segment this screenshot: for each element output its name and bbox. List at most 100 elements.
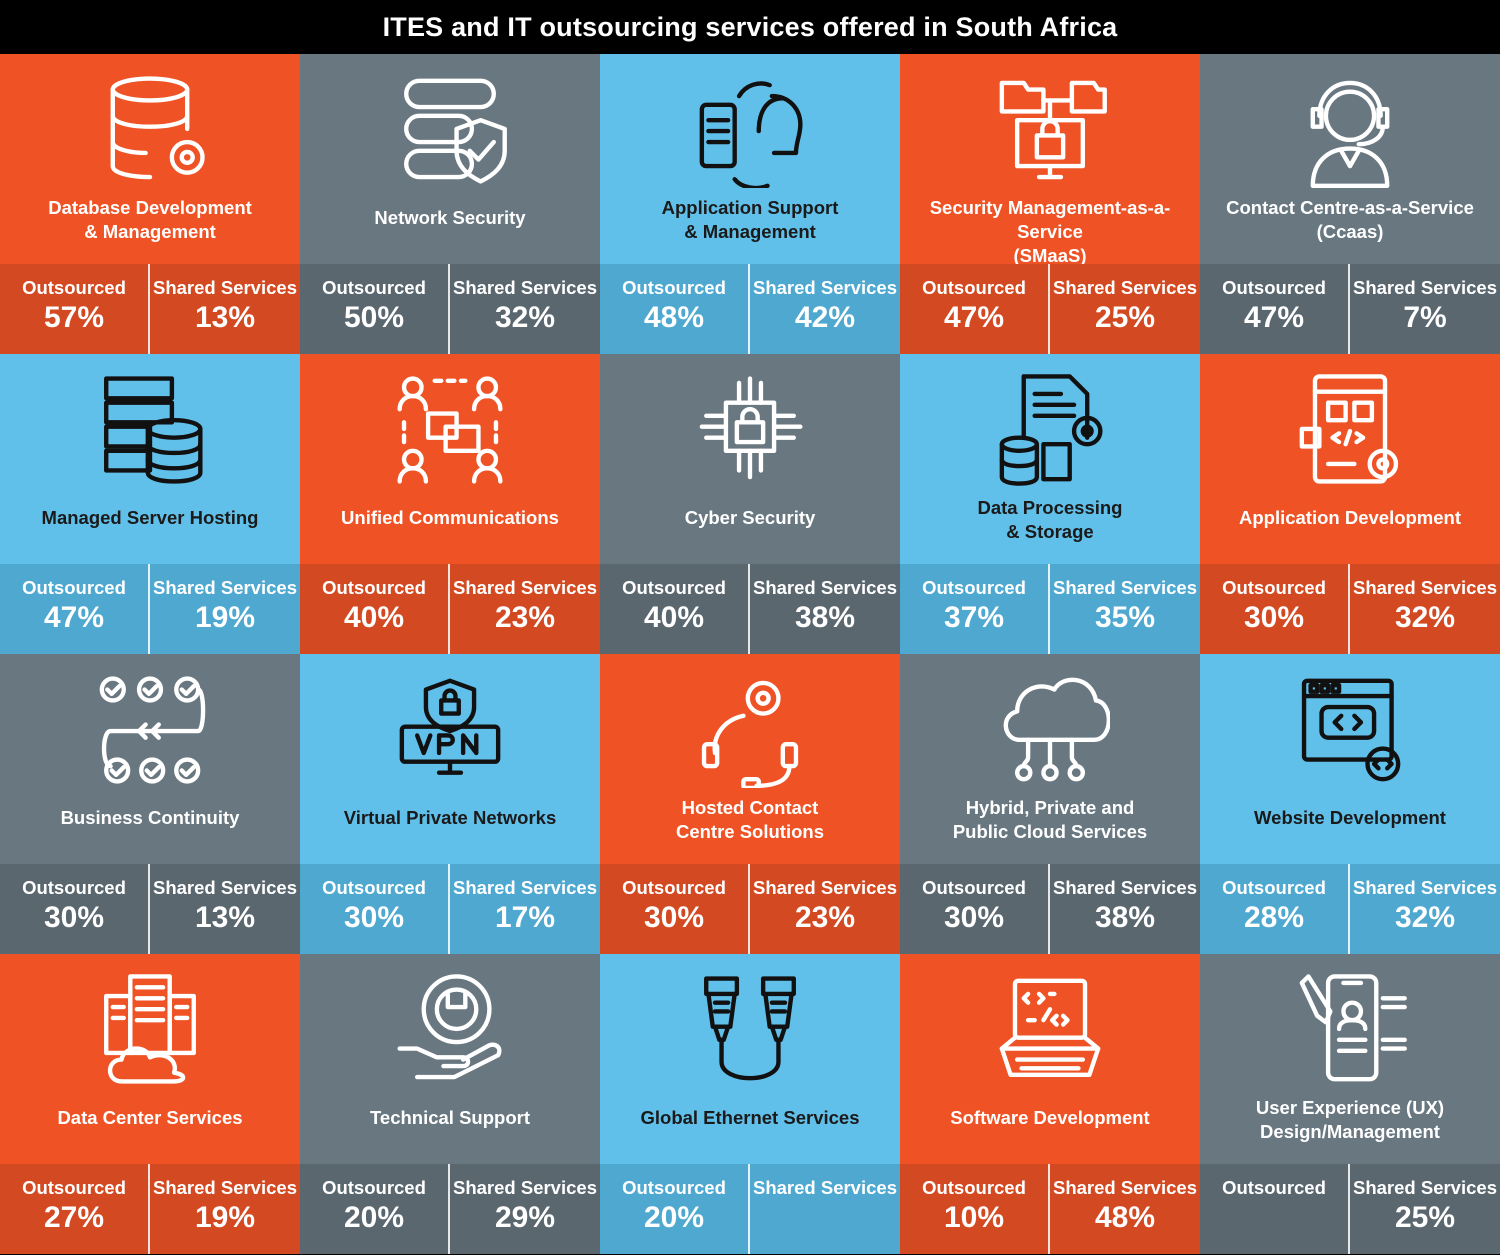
service-header: Business Continuity [0,654,300,864]
shared-services-stat: Shared Services 23% [748,864,900,954]
service-tile: Contact Centre-as-a-Service (Ccaas) Outso… [1200,54,1500,354]
shared-services-stat: Shared Services 19% [148,564,300,654]
service-tile: Technical Support Outsourced 20% Shared Ser… [300,954,600,1254]
shared-services-stat-label: Shared Services [153,877,297,898]
outsourced-stat-label: Outsourced [622,1177,726,1198]
shared-services-stat-value: 19% [194,601,256,634]
outsourced-stat-label: Outsourced [922,277,1026,298]
shared-services-stat-value: 23% [794,901,856,934]
outsourced-stat: Outsourced 30% [300,864,448,954]
service-header: Hybrid, Private and Public Cloud Service… [900,654,1200,864]
shared-services-stat-value: 13% [194,301,256,334]
outsourced-stat: Outsourced 30% [600,864,748,954]
database-gear-icon [90,72,210,188]
service-header: Website Development [1200,654,1500,864]
service-stats: Outsourced 37% Shared Services 35% [900,564,1200,654]
shared-services-stat-value: 25% [1394,1201,1456,1234]
service-name: Data Center Services [57,1107,243,1128]
outsourced-stat-value: 30% [343,901,405,934]
shared-services-stat-value: 17% [494,901,556,934]
app-code-icon [1290,372,1410,488]
service-stats: Outsourced 30% Shared Services 38% [900,864,1200,954]
service-stats: Outsourced 30% Shared Services 17% [300,864,600,954]
outsourced-stat-value: 50% [343,301,405,334]
outsourced-stat: Outsourced 30% [1200,564,1348,654]
service-header: Cyber Security [600,354,900,564]
outsourced-stat-value: 10% [943,1201,1005,1234]
outsourced-stat: Outsourced 28% [1200,864,1348,954]
service-header: Application Development [1200,354,1500,564]
outsourced-stat: Outsourced 40% [600,564,748,654]
service-header: Virtual Private Networks [300,654,600,864]
shared-services-stat-label: Shared Services [1353,1177,1497,1198]
service-stats: Outsourced 28% Shared Services 32% [1200,864,1500,954]
datacenter-cloud-icon [90,972,210,1088]
outsourced-stat-value: 40% [343,601,405,634]
service-header: Security Management-as-a-Service (SMaaS) [900,54,1200,266]
outsourced-stat: Outsourced [1200,1164,1348,1254]
service-stats: Outsourced Shared Services 25% [1200,1164,1500,1254]
outsourced-stat-value: 47% [943,301,1005,334]
service-header: Contact Centre-as-a-Service (Ccaas) [1200,54,1500,264]
mobile-profile-pen-icon [1290,972,1410,1088]
service-name: Technical Support [369,1107,530,1128]
shared-services-stat-value: 42% [794,301,856,334]
shared-services-stat-label: Shared Services [153,577,297,598]
server-shield-icon [390,72,510,188]
cloud-network-icon [990,672,1110,788]
outsourced-stat-label: Outsourced [322,877,426,898]
shared-services-stat: Shared Services 38% [1048,864,1200,954]
shared-services-stat-label: Shared Services [453,577,597,598]
service-tile: User Experience (UX) Design/Management Ou… [1200,954,1500,1254]
service-name: Data Processing & Storage [977,497,1123,542]
service-stats: Outsourced 47% Shared Services 19% [0,564,300,654]
laptop-code-icon [990,972,1110,1088]
shared-services-stat: Shared Services 32% [1348,864,1500,954]
server-rack-database-icon [90,372,210,488]
outsourced-stat-label: Outsourced [622,277,726,298]
shared-services-stat: Shared Services 38% [748,564,900,654]
service-stats: Outsourced 57% Shared Services 13% [0,264,300,354]
service-tile: Network Security Outsourced 50% Shared Serv… [300,54,600,354]
service-name: Virtual Private Networks [343,807,557,828]
service-header: Data Center Services [0,954,300,1164]
outsourced-stat: Outsourced 47% [0,564,148,654]
ethernet-cable-icon [690,972,810,1088]
service-header: Software Development [900,954,1200,1164]
service-name: Network Security [374,207,526,228]
shared-services-stat-label: Shared Services [1053,277,1197,298]
outsourced-stat-label: Outsourced [322,1177,426,1198]
outsourced-stat-value: 47% [1243,301,1305,334]
outsourced-stat-label: Outsourced [22,277,126,298]
service-tile: Data Center Services Outsourced 27% Shared … [0,954,300,1254]
service-name: Hybrid, Private and Public Cloud Service… [952,797,1148,842]
service-tile: Database Development & Management Outsour… [0,54,300,354]
service-stats: Outsourced 30% Shared Services 32% [1200,564,1500,654]
shared-services-stat: Shared Services 32% [1348,564,1500,654]
service-stats: Outsourced 47% Shared Services 25% [900,264,1200,354]
document-storage-gear-icon [990,372,1110,488]
shared-services-stat: Shared Services 7% [1348,264,1500,354]
service-stats: Outsourced 10% Shared Services 48% [900,1164,1200,1254]
outsourced-stat-value: 40% [643,601,705,634]
service-name: Global Ethernet Services [640,1107,860,1128]
service-stats: Outsourced 27% Shared Services 19% [0,1164,300,1254]
service-header: Unified Communications [300,354,600,564]
shared-services-stat-label: Shared Services [1053,1177,1197,1198]
shared-services-stat-value: 35% [1094,601,1156,634]
outsourced-stat: Outsourced 40% [300,564,448,654]
service-tile: Data Processing & Storage Outsourced 37% Sh… [900,354,1200,654]
shared-services-stat: Shared Services 25% [1048,264,1200,354]
shared-services-stat: Shared Services 25% [1348,1164,1500,1254]
service-stats: Outsourced 20% Shared Services [600,1164,900,1254]
shared-services-stat-value: 48% [1094,1201,1156,1234]
call-agent-icon [1290,72,1410,188]
shared-services-stat-value: 38% [794,601,856,634]
chip-lock-icon [690,372,810,488]
service-tile: Hybrid, Private and Public Cloud Service… [900,654,1200,954]
monitor-lock-icon [990,72,1110,188]
shared-services-stat-value: 13% [194,901,256,934]
service-tile: Cyber Security Outsourced 40% Shared Servic… [600,354,900,654]
service-stats: Outsourced 40% Shared Services 23% [300,564,600,654]
shared-services-stat-label: Shared Services [1353,577,1497,598]
